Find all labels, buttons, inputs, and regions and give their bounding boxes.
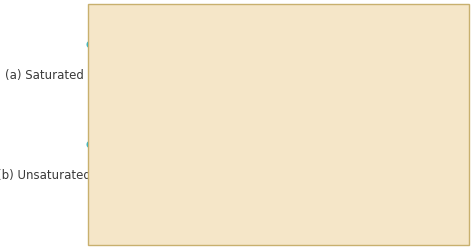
Text: C: C: [264, 171, 271, 180]
Text: H: H: [386, 101, 393, 110]
Text: O: O: [85, 41, 93, 50]
Text: H: H: [203, 41, 210, 50]
Text: H: H: [142, 201, 149, 210]
Text: H: H: [203, 141, 210, 150]
Text: H: H: [203, 101, 210, 110]
Text: C: C: [325, 71, 332, 80]
Text: H: H: [142, 41, 149, 50]
Text: C: C: [234, 171, 240, 180]
Text: H: H: [375, 238, 383, 247]
Text: O: O: [93, 201, 101, 210]
Text: H: H: [233, 101, 241, 110]
Text: H: H: [172, 41, 180, 50]
Text: (a) Saturated: (a) Saturated: [5, 69, 83, 82]
Text: C: C: [203, 171, 210, 180]
Text: C: C: [264, 71, 271, 80]
Text: C: C: [356, 71, 362, 80]
Text: H: H: [93, 128, 101, 137]
Text: H: H: [325, 101, 332, 110]
Text: C: C: [348, 190, 355, 200]
Text: (b) Unsaturated: (b) Unsaturated: [0, 169, 91, 182]
Text: C: C: [295, 71, 301, 80]
Text: H: H: [172, 141, 180, 150]
Text: O: O: [93, 101, 101, 110]
Text: H: H: [264, 41, 271, 50]
Text: H: H: [203, 201, 210, 210]
Text: H: H: [402, 214, 410, 223]
Text: C: C: [173, 171, 179, 180]
Text: H: H: [142, 101, 149, 110]
Text: H: H: [343, 218, 351, 227]
Text: H: H: [355, 101, 363, 110]
Text: H: H: [233, 141, 241, 150]
Text: C: C: [142, 71, 149, 80]
Text: H: H: [233, 41, 241, 50]
Text: C: C: [142, 171, 149, 180]
Text: H: H: [172, 201, 180, 210]
Text: H: H: [172, 101, 180, 110]
Text: H: H: [325, 41, 332, 50]
Text: H: H: [326, 166, 333, 174]
Text: H: H: [294, 101, 302, 110]
Text: C: C: [295, 171, 301, 180]
Text: C: C: [386, 71, 393, 80]
Text: C: C: [173, 71, 179, 80]
Text: C: C: [112, 71, 118, 80]
Text: O: O: [85, 141, 93, 150]
Text: H: H: [233, 201, 241, 210]
Text: C: C: [203, 71, 210, 80]
Text: H: H: [264, 101, 271, 110]
Text: H: H: [93, 228, 101, 236]
Text: C: C: [323, 171, 329, 180]
Text: H: H: [400, 190, 407, 199]
Text: H: H: [355, 41, 363, 50]
Text: H: H: [386, 41, 393, 50]
Text: H: H: [416, 71, 424, 80]
Text: H: H: [294, 41, 302, 50]
Text: C: C: [234, 71, 240, 80]
Text: H: H: [294, 141, 302, 150]
Text: H: H: [142, 141, 149, 150]
Text: C: C: [373, 210, 380, 219]
Text: H: H: [264, 141, 271, 150]
Text: H: H: [264, 201, 271, 210]
Text: C: C: [112, 171, 118, 180]
